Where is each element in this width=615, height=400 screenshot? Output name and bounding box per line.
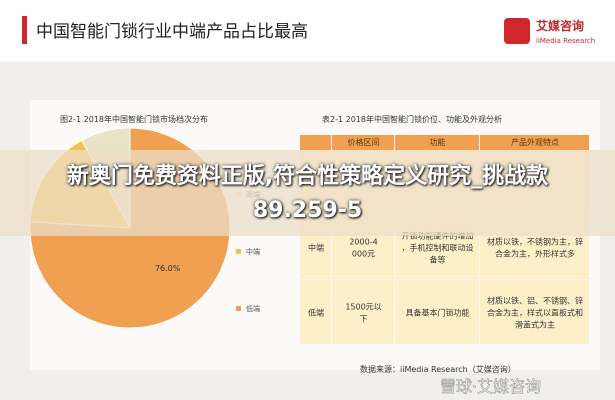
table-header: 价格区间 (348, 137, 380, 147)
title-bar (22, 16, 27, 44)
table-header-cell (300, 135, 331, 150)
source: 数据来源：iiMedia Research（艾媒咨询） (360, 364, 516, 374)
overlay-band (0, 150, 615, 236)
table-cell-text: 材质以铁，不锈钢为主，锌合金为主，外形样式多 (487, 237, 583, 259)
table-cell (332, 280, 394, 344)
table-cell (300, 280, 331, 344)
legend-swatch (236, 306, 241, 311)
overlay-text: 新奥门免费资料正版,符合性策略定义研究_挑战款89.259-5 (66, 164, 549, 223)
chart-title: 图2-1 2018年中国智能门锁市场档次分布 (60, 114, 208, 124)
table-header: 功能 (430, 137, 446, 147)
page-title: 中国智能门锁行业中端产品占比最高 (36, 22, 308, 42)
legend-label: 低端 (246, 304, 260, 313)
logo-cn: 艾媒咨询 (536, 18, 584, 33)
table-cell-text: 1500元以下 (345, 303, 381, 324)
table-cell-text: 材质以铁、铝、不锈钢、锌合金为主，样式以直板式和滑盖式为主 (487, 296, 583, 330)
logo-en: iiMedia Research (536, 37, 595, 45)
table-header-cell (395, 135, 479, 150)
table-cell (480, 280, 589, 344)
table-cell-text: 具备基本门锁功能 (406, 308, 470, 318)
table-header-cell (480, 135, 589, 150)
legend-swatch (236, 249, 241, 254)
table-cell-text: 低端 (308, 308, 324, 318)
table-header-cell (332, 135, 394, 150)
table-cell-text: 2000-4 000元 (349, 238, 377, 259)
table-cell (395, 280, 479, 344)
table-header: 产品外观特点 (511, 137, 559, 147)
watermark: 雪球·艾媒咨询 (440, 377, 541, 396)
pie-label: 76.0% (155, 264, 181, 273)
logo-icon (504, 18, 530, 44)
legend-label: 中端 (246, 247, 260, 256)
table-cell-text: 中端 (308, 243, 324, 253)
table-title: 表2-1 2018年中国智能门锁价位、功能及外观分析 (322, 114, 502, 124)
